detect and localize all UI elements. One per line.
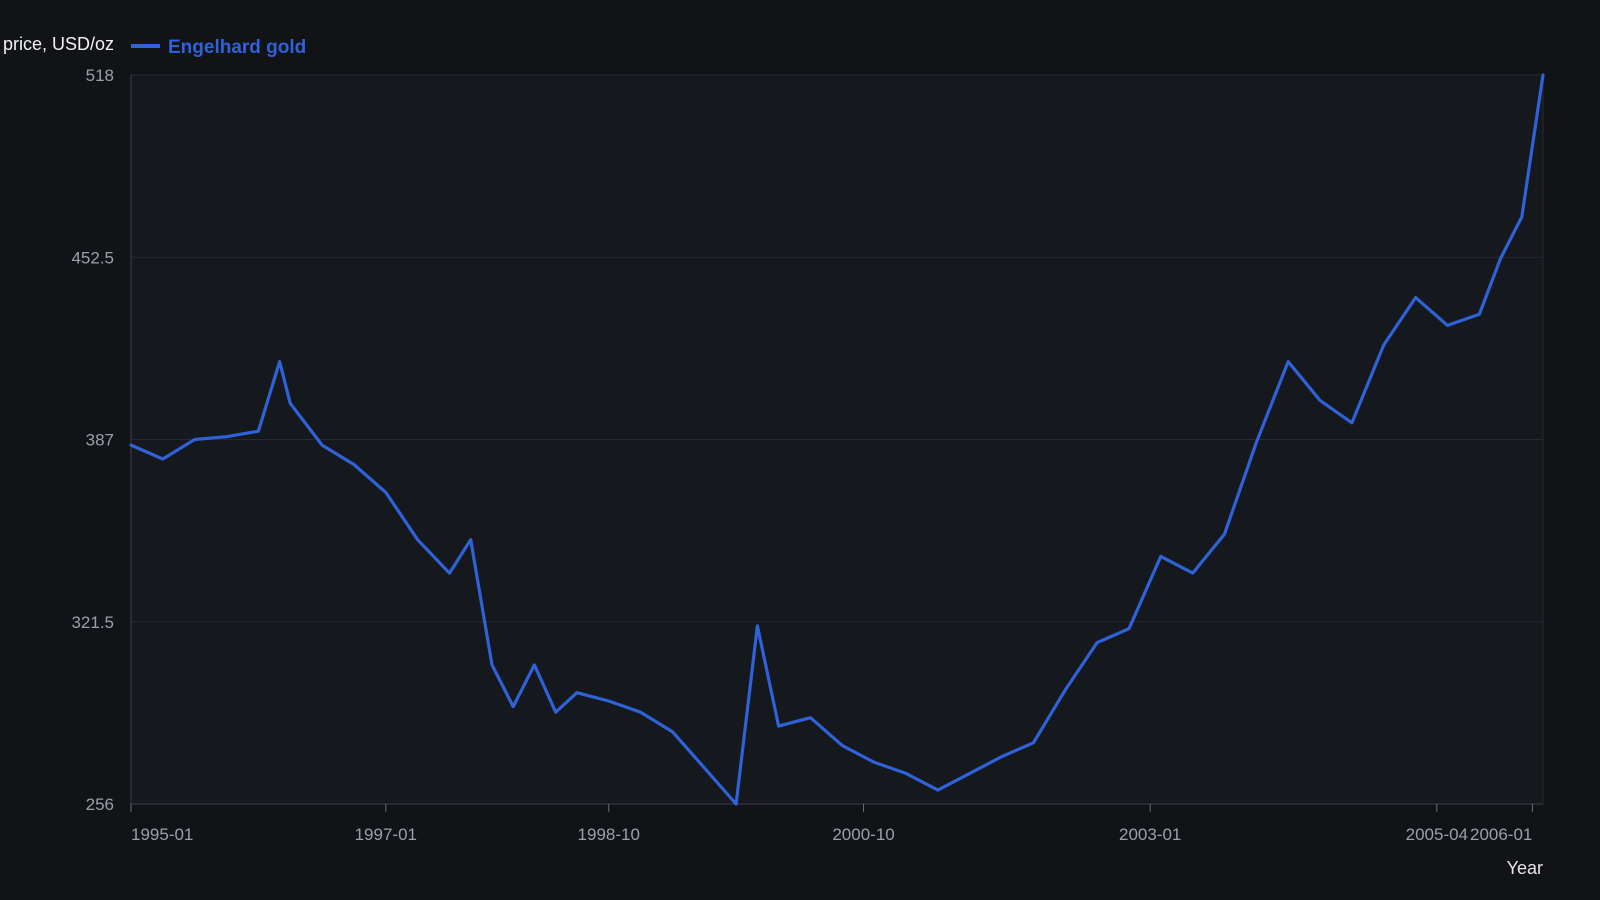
grid-lines <box>131 74 1543 623</box>
x-tick-label: 2003-01 <box>1119 825 1181 844</box>
x-axis-ticks: 1995-01 1997-01 1998-10 2000-10 2003-01 2005-… <box>130 804 1533 844</box>
y-axis-label: price, USD/oz <box>3 34 114 54</box>
series-line-engelhard-gold <box>129 73 1545 806</box>
x-tick-label: 2005-04 <box>1406 825 1468 844</box>
y-tick-label: 387 <box>86 431 114 450</box>
x-axis-label: Year <box>1507 858 1543 878</box>
x-tick-label: 1998-10 <box>578 825 640 844</box>
y-tick-label: 452.5 <box>71 248 114 267</box>
legend-label: Engelhard gold <box>168 37 306 58</box>
y-tick-label: 321.5 <box>71 613 114 632</box>
x-tick-label: 1995-01 <box>131 825 193 844</box>
x-tick-label: 1997-01 <box>355 825 417 844</box>
axes <box>130 75 1543 805</box>
y-tick-label: 256 <box>86 795 114 814</box>
x-tick-label: 2000-10 <box>832 825 894 844</box>
y-axis-ticks: 256 321.5 387 452.5 518 <box>71 66 114 814</box>
x-tick-label: 2006-01 <box>1470 825 1532 844</box>
series-group <box>129 73 1545 806</box>
y-tick-label: 518 <box>86 66 114 85</box>
